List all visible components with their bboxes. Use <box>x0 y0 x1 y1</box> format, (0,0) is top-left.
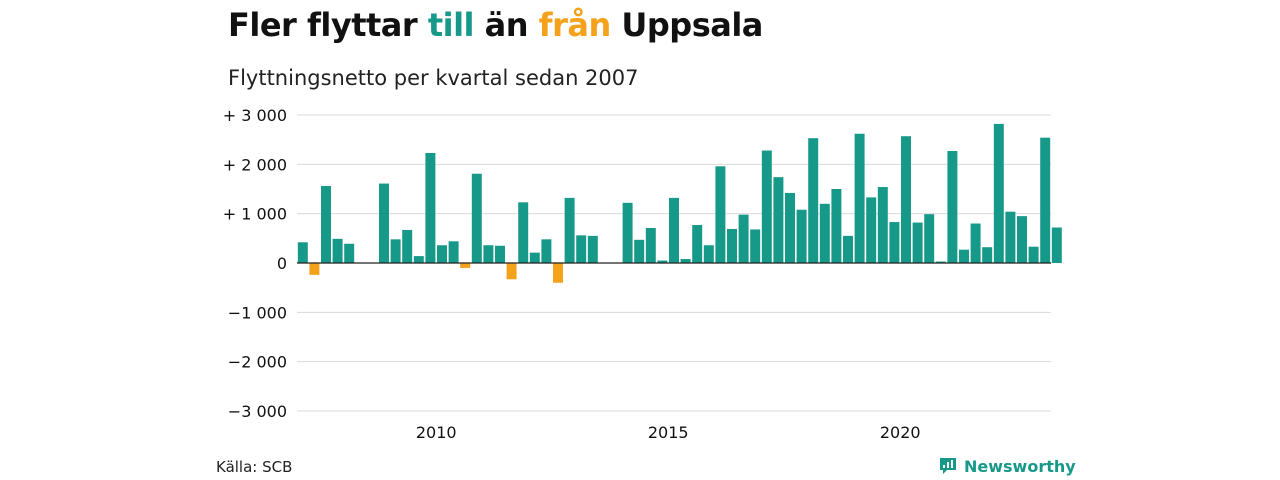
bar-2018-Q1 <box>808 138 819 263</box>
bar-2009-Q3 <box>413 256 424 263</box>
y-tick-label: −3 000 <box>228 402 287 421</box>
bar-2013-Q2 <box>587 235 598 263</box>
title-part-3: Uppsala <box>610 6 763 44</box>
bar-2011-Q4 <box>518 202 529 263</box>
bar-2016-Q2 <box>727 228 737 263</box>
bar-2007-Q1 <box>297 242 308 263</box>
bar-2017-Q1 <box>761 150 772 263</box>
bar-2023-Q1 <box>1040 137 1051 263</box>
bar-2015-Q1 <box>669 197 679 263</box>
y-tick-label: −1 000 <box>228 303 287 322</box>
bar-2019-Q4 <box>889 222 900 263</box>
bar-2011-Q1 <box>483 245 494 263</box>
bar-2020-Q2 <box>912 222 923 263</box>
bar-2015-Q3 <box>692 225 703 263</box>
brand-logo: Newsworthy <box>938 456 1076 476</box>
bar-2012-Q2 <box>541 239 552 263</box>
bar-2018-Q3 <box>831 189 842 263</box>
bar-2022-Q4 <box>1028 246 1039 263</box>
bar-2021-Q4 <box>982 247 993 263</box>
brand-name: Newsworthy <box>964 456 1076 476</box>
title-highlight-in: till <box>427 6 475 44</box>
y-tick-label: 0 <box>277 254 287 273</box>
title-highlight-out: från <box>538 6 612 44</box>
chart-title: Fler flyttar till än från Uppsala <box>228 6 763 44</box>
x-tick-label: 2020 <box>880 423 921 442</box>
bar-2009-Q4 <box>425 152 436 263</box>
bar-2020-Q3 <box>924 214 935 263</box>
bar-2007-Q2 <box>309 263 320 275</box>
x-tick-label: 2010 <box>416 423 457 442</box>
bar-2016-Q4 <box>750 229 761 263</box>
bar-2010-Q1 <box>437 245 447 263</box>
bar-2016-Q3 <box>738 214 749 263</box>
bar-2011-Q3 <box>506 263 517 280</box>
bar-2015-Q2 <box>680 259 691 263</box>
bar-2022-Q1 <box>993 123 1004 263</box>
bar-2022-Q2 <box>1005 211 1016 263</box>
bar-2007-Q4 <box>332 238 343 263</box>
source-note: Källa: SCB <box>216 458 293 476</box>
bar-2021-Q1 <box>947 151 958 263</box>
y-tick-label: −2 000 <box>228 353 287 372</box>
bar-2011-Q2 <box>495 245 505 263</box>
newsworthy-logo-icon <box>940 458 956 474</box>
bar-2014-Q4 <box>657 260 668 263</box>
axes: + 3 000 + 2 000 + 1 000 0 −1 000 −2 000 −3 000… <box>223 106 1051 442</box>
bar-2010-Q4 <box>471 173 482 263</box>
bar-2019-Q3 <box>877 187 888 263</box>
bar-2014-Q2 <box>634 239 645 263</box>
bar-2008-Q1 <box>344 243 355 263</box>
bar-2017-Q4 <box>796 209 807 263</box>
title-part-2: än <box>474 6 539 44</box>
chart-subtitle: Flyttningsnetto per kvartal sedan 2007 <box>228 66 639 90</box>
bar-2009-Q1 <box>390 239 401 263</box>
bar-2012-Q1 <box>529 252 540 263</box>
bar-2019-Q2 <box>866 197 877 263</box>
bar-2010-Q3 <box>460 263 471 268</box>
bar-2007-Q3 <box>321 186 331 263</box>
y-tick-label: + 1 000 <box>223 205 287 224</box>
bars <box>297 123 1062 283</box>
bar-2013-Q1 <box>576 235 587 263</box>
bar-2018-Q4 <box>843 235 853 263</box>
bar-2009-Q2 <box>402 229 413 263</box>
bar-2017-Q3 <box>785 192 795 263</box>
bar-2014-Q1 <box>622 202 633 263</box>
bar-undefined <box>1051 227 1062 263</box>
bar-2012-Q3 <box>553 263 563 283</box>
bar-2020-Q4 <box>935 261 946 263</box>
bar-2021-Q3 <box>970 223 981 263</box>
bar-2016-Q1 <box>715 166 726 263</box>
bar-2008-Q4 <box>379 183 389 263</box>
x-tick-label: 2015 <box>648 423 689 442</box>
bar-2018-Q2 <box>819 203 830 263</box>
y-tick-label: + 2 000 <box>223 155 287 174</box>
bar-2021-Q2 <box>959 249 969 263</box>
bar-2014-Q3 <box>645 227 656 263</box>
bar-2017-Q2 <box>773 177 784 263</box>
bar-2010-Q2 <box>448 241 459 263</box>
bar-2020-Q1 <box>901 136 911 263</box>
y-tick-label: + 3 000 <box>223 106 287 125</box>
bar-2019-Q1 <box>854 133 865 263</box>
bar-2022-Q3 <box>1017 216 1027 263</box>
bar-2012-Q4 <box>564 197 575 263</box>
bar-2015-Q4 <box>703 245 714 263</box>
title-part-1: Fler flyttar <box>228 6 428 44</box>
